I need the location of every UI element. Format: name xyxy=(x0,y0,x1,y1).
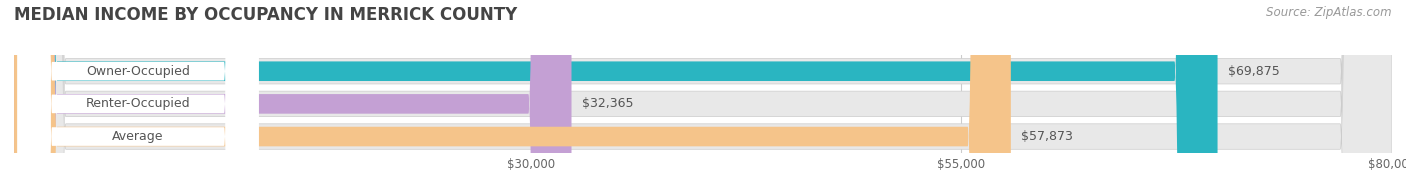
FancyBboxPatch shape xyxy=(14,0,571,196)
FancyBboxPatch shape xyxy=(14,0,1392,196)
FancyBboxPatch shape xyxy=(14,0,1392,196)
Text: MEDIAN INCOME BY OCCUPANCY IN MERRICK COUNTY: MEDIAN INCOME BY OCCUPANCY IN MERRICK CO… xyxy=(14,6,517,24)
Text: Source: ZipAtlas.com: Source: ZipAtlas.com xyxy=(1267,6,1392,19)
Text: Average: Average xyxy=(112,130,165,143)
Text: $69,875: $69,875 xyxy=(1227,65,1279,78)
FancyBboxPatch shape xyxy=(14,0,1011,196)
FancyBboxPatch shape xyxy=(17,0,259,196)
Text: $32,365: $32,365 xyxy=(582,97,633,110)
Text: Renter-Occupied: Renter-Occupied xyxy=(86,97,190,110)
Text: $57,873: $57,873 xyxy=(1021,130,1073,143)
FancyBboxPatch shape xyxy=(17,0,259,196)
FancyBboxPatch shape xyxy=(17,0,259,196)
FancyBboxPatch shape xyxy=(14,0,1392,196)
FancyBboxPatch shape xyxy=(14,0,1218,196)
Text: Owner-Occupied: Owner-Occupied xyxy=(86,65,190,78)
